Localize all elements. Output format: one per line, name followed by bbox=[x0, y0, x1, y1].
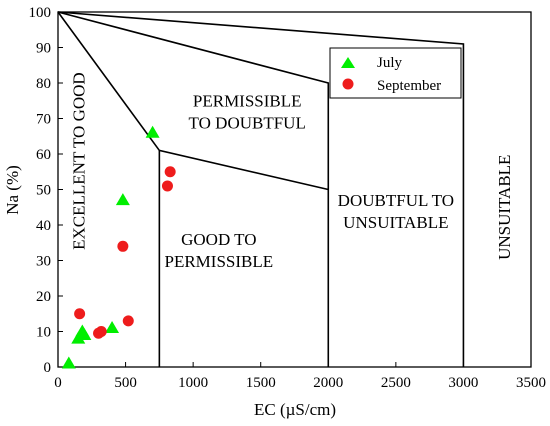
y-tick-label: 100 bbox=[29, 5, 52, 21]
x-tick-label: 3000 bbox=[448, 375, 478, 391]
region-labels: EXCELLENT TO GOOD PERMISSIBLE TO DOUBTFUL G… bbox=[69, 72, 514, 271]
y-tick-label: 20 bbox=[36, 289, 51, 305]
region-label-good-to-permissible: GOOD TO PERMISSIBLE bbox=[164, 230, 273, 271]
y-tick-label: 90 bbox=[36, 41, 51, 57]
legend-september-circle-icon bbox=[342, 78, 354, 90]
boundary-line-to-2000-80 bbox=[57, 11, 330, 367]
y-tick-label: 0 bbox=[44, 360, 52, 376]
region-label-doubtful-to-unsuitable: DOUBTFUL TO UNSUITABLE bbox=[338, 191, 454, 232]
x-tick-label: 0 bbox=[54, 375, 62, 391]
x-tick-label: 500 bbox=[114, 375, 137, 391]
boundary-line-to-3000-91 bbox=[57, 11, 465, 367]
data-point-september bbox=[74, 308, 86, 320]
x-tick-label: 3500 bbox=[516, 375, 546, 391]
data-point-september bbox=[122, 315, 134, 327]
data-point-july bbox=[77, 328, 92, 341]
region-label-unsuitable: UNSUITABLE bbox=[495, 155, 514, 260]
data-point-september bbox=[161, 180, 173, 192]
data-point-july bbox=[61, 356, 76, 369]
y-tick-label: 80 bbox=[36, 76, 51, 92]
data-point-september bbox=[164, 166, 176, 178]
legend-label-september: September bbox=[377, 78, 441, 94]
x-tick-label: 1000 bbox=[178, 375, 208, 391]
x-tick-label: 1500 bbox=[246, 375, 276, 391]
data-points bbox=[61, 125, 176, 369]
region-label-permissible-to-doubtful: PERMISSIBLE TO DOUBTFUL bbox=[189, 91, 306, 132]
y-tick-label: 10 bbox=[36, 325, 51, 341]
legend-label-july: July bbox=[377, 55, 403, 71]
y-tick-label: 60 bbox=[36, 147, 51, 163]
x-tick-label: 2500 bbox=[381, 375, 411, 391]
data-point-september bbox=[117, 240, 129, 252]
boundary-lines bbox=[57, 11, 465, 367]
y-tick-label: 40 bbox=[36, 218, 51, 234]
axis-ticks: 0 500 1000 1500 2000 2500 3000 3500 0 10 20 30 40 50 6… bbox=[29, 5, 547, 391]
y-axis-label: Na (%) bbox=[3, 165, 22, 215]
y-tick-label: 30 bbox=[36, 254, 51, 270]
y-tick-label: 70 bbox=[36, 112, 51, 128]
x-axis-label: EC (µS/cm) bbox=[254, 400, 336, 419]
y-tick-label: 50 bbox=[36, 183, 51, 199]
data-point-july bbox=[105, 320, 120, 333]
data-point-september bbox=[95, 326, 107, 337]
legend-box bbox=[329, 47, 462, 99]
data-point-july bbox=[145, 125, 160, 138]
legend-july-triangle-icon bbox=[341, 57, 355, 68]
legend: July September bbox=[329, 47, 462, 99]
data-point-july bbox=[71, 331, 86, 344]
region-label-excellent-to-good: EXCELLENT TO GOOD bbox=[69, 72, 88, 250]
x-tick-label: 2000 bbox=[313, 375, 343, 391]
data-point-july bbox=[115, 193, 130, 206]
